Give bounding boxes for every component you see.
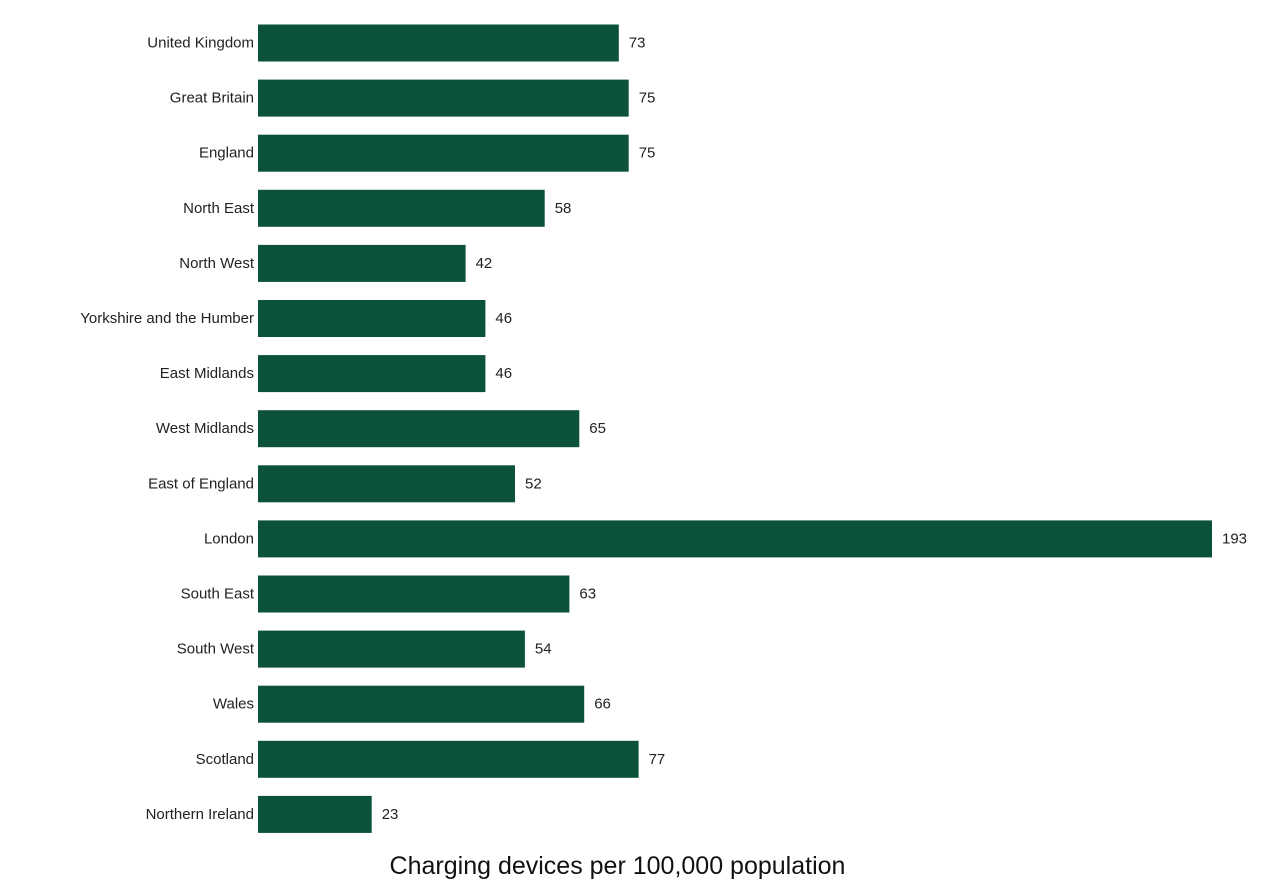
category-label: South East — [181, 586, 255, 603]
bar — [258, 300, 486, 337]
value-label: 46 — [495, 310, 512, 327]
bar — [258, 244, 466, 282]
bar — [258, 355, 486, 393]
bar — [258, 134, 629, 172]
value-label: 66 — [594, 696, 611, 713]
value-label: 75 — [639, 145, 656, 162]
x-axis-label: Charging devices per 100,000 population — [389, 852, 846, 880]
bar — [258, 410, 580, 448]
bars-layer — [258, 24, 1212, 833]
category-label: East Midlands — [160, 365, 254, 382]
bar — [258, 740, 639, 778]
category-label: London — [204, 530, 254, 547]
value-label: 75 — [639, 90, 656, 107]
category-label: Great Britain — [170, 90, 254, 107]
category-label: South West — [177, 641, 255, 658]
bar — [258, 79, 629, 117]
value-label: 58 — [555, 200, 572, 217]
value-label: 23 — [382, 806, 399, 823]
category-label: Scotland — [196, 751, 254, 768]
category-label: England — [199, 145, 254, 162]
bar — [258, 189, 545, 227]
category-label: Yorkshire and the Humber — [80, 310, 254, 327]
value-label: 65 — [589, 420, 606, 437]
value-label: 193 — [1222, 530, 1247, 547]
value-label: 63 — [579, 586, 596, 603]
category-label: Wales — [213, 696, 254, 713]
bar — [258, 520, 1212, 558]
bar — [258, 685, 585, 723]
value-label: 42 — [476, 255, 493, 272]
category-label: North West — [179, 255, 255, 272]
value-label: 73 — [629, 35, 646, 52]
bar — [258, 575, 570, 613]
category-label: East of England — [148, 475, 254, 492]
value-label: 77 — [649, 751, 666, 768]
category-labels: United Kingdom Great Britain England North … — [80, 35, 255, 823]
bar — [258, 465, 515, 503]
bar — [258, 630, 525, 668]
bar — [258, 24, 619, 62]
category-label: Northern Ireland — [146, 806, 254, 823]
value-label: 54 — [535, 641, 552, 658]
value-label: 46 — [495, 365, 512, 382]
value-labels: 73 75 75 58 42 46 46 65 52 193 63 54 66 77 23 — [382, 35, 1247, 823]
category-label: United Kingdom — [147, 35, 254, 52]
bar — [258, 795, 372, 833]
category-label: West Midlands — [156, 420, 254, 437]
category-label: North East — [183, 200, 255, 217]
value-label: 52 — [525, 475, 542, 492]
